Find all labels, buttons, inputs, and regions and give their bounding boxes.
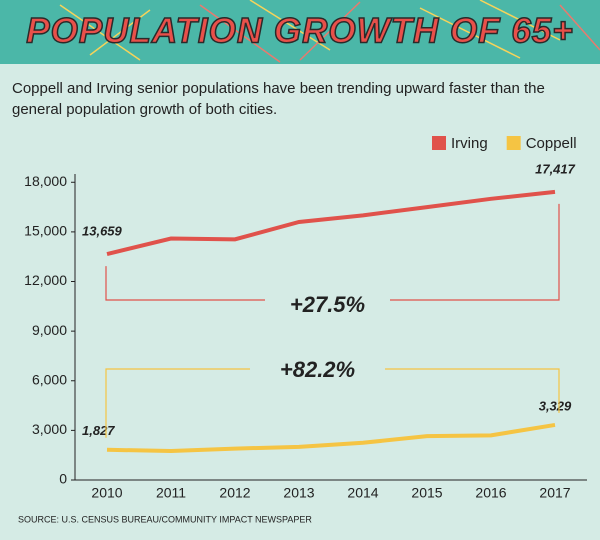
value-label: 17,417 xyxy=(535,161,576,176)
legend-swatch xyxy=(506,136,521,150)
y-tick-label: 6,000 xyxy=(32,371,67,387)
value-label: 13,659 xyxy=(82,224,123,239)
y-tick-label: 12,000 xyxy=(24,272,67,288)
value-label: 3,329 xyxy=(539,398,572,413)
legend-swatch xyxy=(432,136,446,150)
y-tick-label: 15,000 xyxy=(24,223,67,239)
subtitle-box: Coppell and Irving senior populations ha… xyxy=(12,80,545,118)
bracket xyxy=(105,368,250,438)
x-tick-label: 2010 xyxy=(91,485,122,501)
annotation: +27.5% xyxy=(290,292,365,317)
x-tick-label: 2015 xyxy=(411,485,442,501)
chart-title: POPULATION GROWTH OF 65+ xyxy=(26,11,573,50)
x-tick-label: 2017 xyxy=(539,485,570,501)
x-tick-label: 2013 xyxy=(283,485,314,501)
bracket xyxy=(390,203,560,301)
bracket xyxy=(385,368,560,413)
series-line xyxy=(106,189,556,257)
chart-subtitle: Coppell and Irving senior populations ha… xyxy=(12,80,545,118)
x-tick-label: 2016 xyxy=(475,485,506,501)
x-tick-label: 2012 xyxy=(219,485,250,501)
value-label: 1,827 xyxy=(82,423,115,438)
series-line xyxy=(106,422,556,454)
annotation: +82.2% xyxy=(280,357,355,382)
x-tick-label: 2011 xyxy=(156,485,186,501)
y-tick-label: 3,000 xyxy=(32,421,67,437)
y-tick-label: 9,000 xyxy=(32,322,67,338)
x-tick-label: 2014 xyxy=(347,485,378,501)
legend-label: Coppell xyxy=(526,135,577,152)
source: SOURCE: U.S. CENSUS BUREAU/COMMUNITY IMP… xyxy=(18,514,312,524)
y-tick-label: 18,000 xyxy=(24,173,67,189)
bracket xyxy=(105,266,265,301)
legend-label: Irving xyxy=(451,135,488,152)
y-tick-label: 0 xyxy=(59,471,67,487)
banner xyxy=(0,0,600,64)
